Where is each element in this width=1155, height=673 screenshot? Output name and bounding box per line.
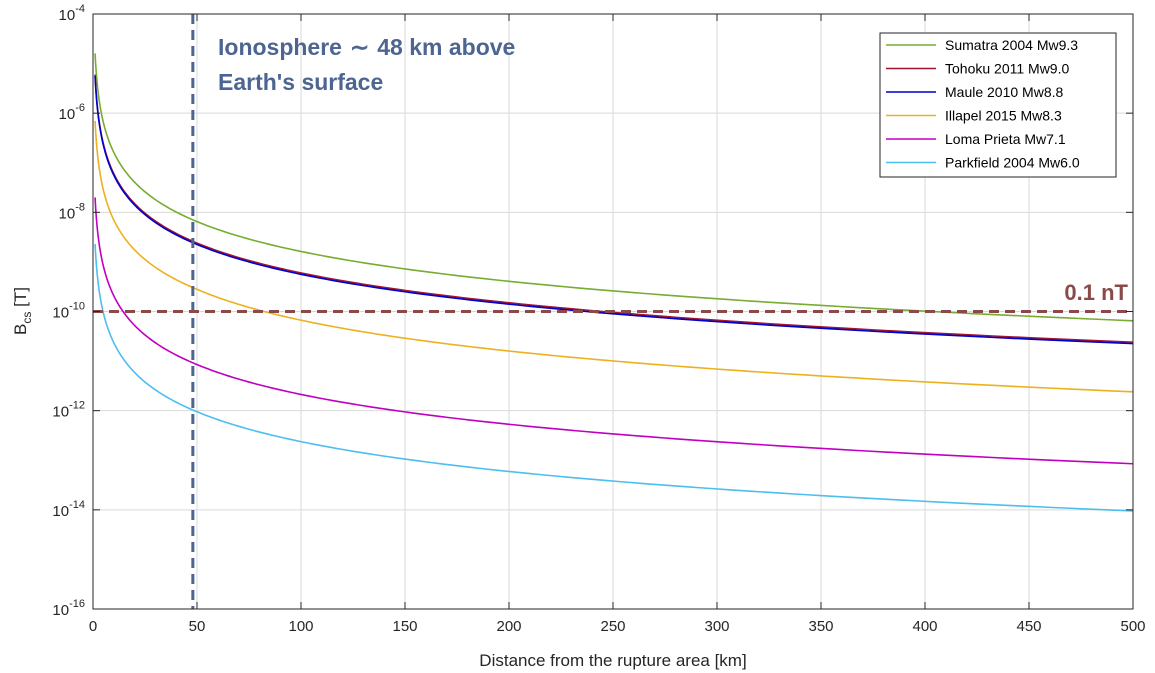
x-tick-label: 100	[288, 618, 313, 635]
y-axis-label-subscript: cs	[20, 312, 34, 324]
y-tick-label: 10-10	[52, 301, 85, 322]
x-tick-label: 200	[496, 618, 521, 635]
series-line-5	[94, 243, 1134, 512]
x-axis-label: Distance from the rupture area [km]	[479, 651, 746, 670]
x-tick-label: 150	[392, 618, 417, 635]
svg-text:Ionosphere∼48 km above: Ionosphere ∼ 48 km above	[218, 34, 515, 60]
legend-label: Illapel 2015 Mw8.3	[945, 108, 1062, 124]
x-tick-label: 300	[704, 618, 729, 635]
legend-label: Parkfield 2004 Mw6.0	[945, 155, 1080, 171]
axis-ticks: 0 50 100 150 200 250 300 350 400 450 500 10-16 10-14…	[52, 3, 1145, 635]
y-tick-label: 10-4	[59, 3, 85, 24]
legend-box	[879, 32, 1117, 178]
x-tick-label: 350	[808, 618, 833, 635]
y-axis-label: Bcs [T]	[11, 287, 34, 335]
series-lines	[94, 53, 1134, 512]
series-line-3	[94, 120, 1134, 393]
legend-label: Tohoku 2011 Mw9.0	[945, 61, 1069, 77]
y-axis-label-base: B	[11, 324, 30, 335]
x-tick-label: 0	[89, 618, 97, 635]
series-line-2	[94, 76, 1134, 345]
series-line-4	[94, 197, 1134, 465]
x-tick-label: 500	[1120, 618, 1145, 635]
reference-lines	[93, 14, 1133, 609]
legend-label: Loma Prieta Mw7.1	[945, 131, 1066, 147]
series-line-0	[94, 53, 1134, 322]
x-tick-label: 450	[1016, 618, 1041, 635]
y-tick-label: 10-14	[52, 499, 85, 520]
threshold-annotation: 0.1 nT	[1064, 280, 1128, 305]
ionosphere-annotation-line-2: Earth's surface	[218, 69, 383, 95]
y-tick-label: 10-8	[59, 201, 85, 222]
y-tick-label: 10-12	[52, 400, 85, 421]
x-tick-label: 400	[912, 618, 937, 635]
legend-label: Sumatra 2004 Mw9.3	[945, 37, 1078, 53]
legend: Sumatra 2004 Mw9.3 Tohoku 2011 Mw9.0 Maule…	[879, 32, 1117, 178]
ionosphere-annotation-tilde: ∼	[350, 34, 369, 60]
x-tick-label: 250	[600, 618, 625, 635]
legend-label: Maule 2010 Mw8.8	[945, 84, 1064, 100]
y-axis-label-unit: [T]	[11, 287, 30, 312]
ionosphere-annotation-height: 48 km above	[377, 34, 515, 60]
y-tick-label: 10-16	[52, 598, 85, 619]
ionosphere-annotation-word: Ionosphere	[218, 34, 342, 60]
y-tick-label: 10-6	[59, 102, 85, 123]
ionosphere-annotation: Ionosphere ∼ 48 km above Earth's surface	[218, 34, 515, 95]
x-tick-label: 50	[189, 618, 206, 635]
